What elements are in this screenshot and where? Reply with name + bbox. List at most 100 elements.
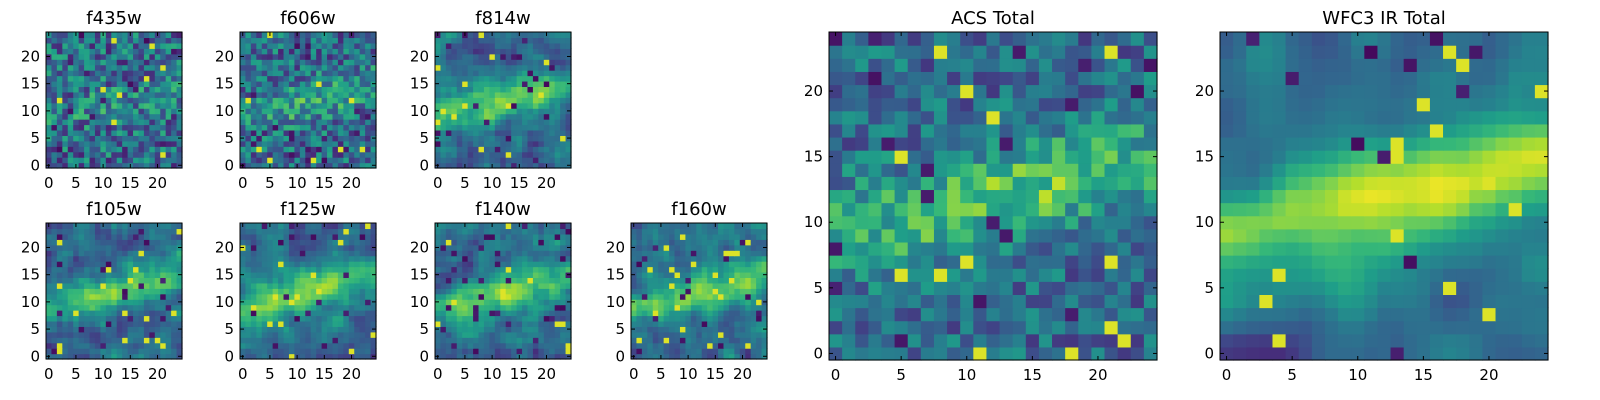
heatmap-cell <box>435 320 442 327</box>
heatmap-cell <box>337 310 344 317</box>
heatmap-cell <box>143 48 150 55</box>
heatmap-cell <box>133 348 140 355</box>
heatmap-cell <box>267 64 274 71</box>
x-tick-label: 15 <box>706 365 725 383</box>
heatmap-cell <box>310 353 317 360</box>
heatmap-cell <box>669 310 676 317</box>
heatmap-cell <box>111 233 118 240</box>
heatmap-cell <box>728 348 735 355</box>
heatmap-cell <box>907 333 922 348</box>
heatmap-cell <box>89 97 96 104</box>
heatmap-cell <box>343 261 350 268</box>
heatmap-cell <box>549 271 556 278</box>
heatmap-cell <box>283 250 290 257</box>
heatmap-cell <box>100 97 107 104</box>
heatmap-cell <box>337 348 344 355</box>
heatmap-cell <box>89 70 96 77</box>
heatmap-cell <box>451 151 458 158</box>
heatmap-cell <box>299 331 306 338</box>
heatmap-cell <box>154 342 161 349</box>
heatmap-cell <box>283 304 290 311</box>
heatmap-cell <box>881 333 896 348</box>
heatmap-cell <box>489 326 496 333</box>
heatmap-cell <box>1078 176 1092 191</box>
heatmap-cell <box>78 97 85 104</box>
heatmap-cell <box>500 140 507 147</box>
heatmap-cell <box>337 331 344 338</box>
heatmap-cell <box>696 244 703 251</box>
heatmap-cell <box>690 326 697 333</box>
heatmap-cell <box>111 97 118 104</box>
heatmap-cell <box>1012 215 1027 230</box>
heatmap-cell <box>894 346 909 361</box>
heatmap-cell <box>658 337 665 344</box>
heatmap-cell <box>370 48 377 55</box>
heatmap-cell <box>511 310 518 317</box>
heatmap-cell <box>337 119 344 126</box>
heatmap-cell <box>445 261 452 268</box>
heatmap-cell <box>679 271 686 278</box>
heatmap-cell <box>111 282 118 289</box>
axes-frame <box>434 31 572 169</box>
heatmap-cell <box>500 326 507 333</box>
heatmap-cell <box>532 244 539 251</box>
heatmap-cell <box>663 331 670 338</box>
heatmap-cell <box>94 75 101 82</box>
heatmap-cell <box>310 244 317 251</box>
heatmap-cell <box>522 310 529 317</box>
heatmap-cell <box>176 233 183 240</box>
heatmap-cell <box>478 250 485 257</box>
heatmap-cell <box>245 108 252 115</box>
heatmap-cell <box>467 250 474 257</box>
heatmap-cell <box>527 64 534 71</box>
heatmap-cell <box>658 266 665 273</box>
heatmap-cell <box>250 337 257 344</box>
heatmap-cell <box>511 223 518 230</box>
y-tick-label: 20 <box>410 238 429 256</box>
heatmap-cell <box>947 320 961 335</box>
heatmap-cell <box>332 37 339 44</box>
heatmap-cell <box>483 244 490 251</box>
heatmap-cell <box>435 86 442 93</box>
heatmap-cell <box>116 146 123 153</box>
heatmap-cell <box>532 70 539 77</box>
heatmap-cell <box>505 320 512 327</box>
heatmap-cell <box>149 64 156 71</box>
heatmap-cell <box>516 239 523 246</box>
heatmap-cell <box>451 37 458 44</box>
heatmap-cell <box>94 342 101 349</box>
heatmap-cell <box>343 342 350 349</box>
heatmap-cell <box>305 310 312 317</box>
heatmap-cell <box>636 353 643 360</box>
heatmap-cell <box>462 91 469 98</box>
heatmap-cell <box>160 244 167 251</box>
heatmap-cell <box>500 135 507 142</box>
heatmap-cell <box>332 75 339 82</box>
heatmap-cell <box>907 163 922 177</box>
heatmap-cell <box>89 162 96 169</box>
heatmap-cell <box>549 331 556 338</box>
heatmap-cell <box>111 162 118 169</box>
heatmap-cell <box>111 271 118 278</box>
heatmap-cell <box>245 315 252 322</box>
heatmap-cell <box>505 53 512 60</box>
heatmap-cell <box>46 97 53 104</box>
heatmap-cell <box>565 255 572 262</box>
heatmap-cell <box>111 59 118 66</box>
heatmap-cell <box>435 75 442 82</box>
heatmap-cell <box>294 326 301 333</box>
heatmap-cell <box>478 282 485 289</box>
heatmap-cell <box>337 162 344 169</box>
heatmap-cell <box>707 299 714 306</box>
heatmap-cell <box>100 228 107 235</box>
heatmap-cell <box>105 146 112 153</box>
heatmap-cell <box>554 135 561 142</box>
heatmap-cell <box>679 288 686 295</box>
x-tick-label: 20 <box>733 365 752 383</box>
heatmap-cell <box>56 348 63 355</box>
heatmap-cell <box>272 342 279 349</box>
heatmap-cell <box>122 146 129 153</box>
heatmap-cell <box>641 331 648 338</box>
heatmap-cell <box>554 157 561 164</box>
heatmap-cell <box>947 333 961 348</box>
